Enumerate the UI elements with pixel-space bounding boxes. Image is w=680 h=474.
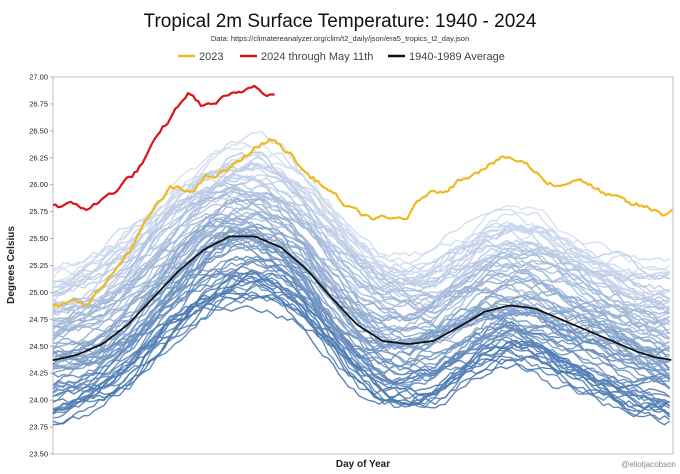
legend-label-2: 1940-1989 Average — [409, 51, 505, 63]
historical-year-line — [52, 164, 671, 303]
historical-year-line — [52, 213, 670, 349]
historical-year-line — [52, 175, 671, 314]
historical-year-line — [52, 211, 670, 338]
historical-year-line — [52, 141, 670, 277]
y-tick-label: 26.00 — [29, 180, 48, 189]
historical-year-line — [52, 176, 670, 309]
y-axis-label: Degrees Celsius — [6, 226, 17, 304]
historical-year-line — [52, 234, 671, 368]
historical-year-line — [52, 173, 670, 325]
series-line-0 — [52, 138, 673, 308]
y-tick-label: 25.00 — [29, 288, 48, 297]
historical-year-line — [52, 202, 670, 337]
y-tick-label: 24.00 — [29, 396, 48, 405]
y-axis-ticks: 23.50 23.75 24.00 24.25 24.50 24.75 25.00 25.25… — [29, 73, 53, 459]
y-tick-label: 26.50 — [29, 126, 48, 135]
y-tick-label: 26.75 — [29, 99, 48, 108]
historical-year-line — [52, 265, 670, 404]
y-tick-label: 24.50 — [29, 342, 48, 351]
y-tick-label: 25.50 — [29, 234, 48, 243]
credit-text: @eliotjacobson — [621, 460, 676, 469]
y-tick-label: 24.25 — [29, 369, 48, 378]
historical-year-line — [52, 255, 671, 388]
series-lines — [52, 84, 673, 362]
legend-label-1: 2024 through May 11th — [261, 51, 373, 63]
historical-year-line — [52, 161, 670, 300]
y-tick-label: 24.75 — [29, 315, 48, 324]
historical-year-line — [52, 277, 670, 415]
series-line-2 — [52, 235, 672, 362]
historical-year-line — [52, 193, 670, 335]
historical-year-line — [52, 278, 671, 411]
historical-year-line — [52, 232, 670, 362]
historical-years-lines — [52, 130, 671, 426]
historical-year-line — [52, 163, 670, 300]
chart-subtitle: Data: https://climatereanalyzer.org/clim… — [211, 34, 469, 43]
y-tick-label: 25.25 — [29, 261, 48, 270]
y-tick-label: 27.00 — [29, 73, 48, 82]
historical-year-line — [52, 277, 671, 411]
series-line-1 — [52, 84, 275, 211]
historical-year-line — [52, 202, 671, 323]
historical-year-line — [52, 294, 670, 415]
historical-year-line — [52, 224, 670, 352]
historical-year-line — [52, 257, 670, 393]
y-tick-label: 23.50 — [29, 450, 48, 459]
y-tick-label: 23.75 — [29, 423, 48, 432]
historical-year-line — [52, 240, 670, 371]
chart-title: Tropical 2m Surface Temperature: 1940 - … — [144, 11, 537, 32]
x-axis-label: Day of Year — [336, 459, 390, 470]
historical-year-line — [52, 233, 671, 376]
legend: 2023 2024 through May 11th 1940-1989 Avera… — [178, 51, 505, 63]
y-tick-label: 25.75 — [29, 207, 48, 216]
y-tick-label: 26.25 — [29, 153, 48, 162]
legend-label-0: 2023 — [199, 51, 223, 63]
